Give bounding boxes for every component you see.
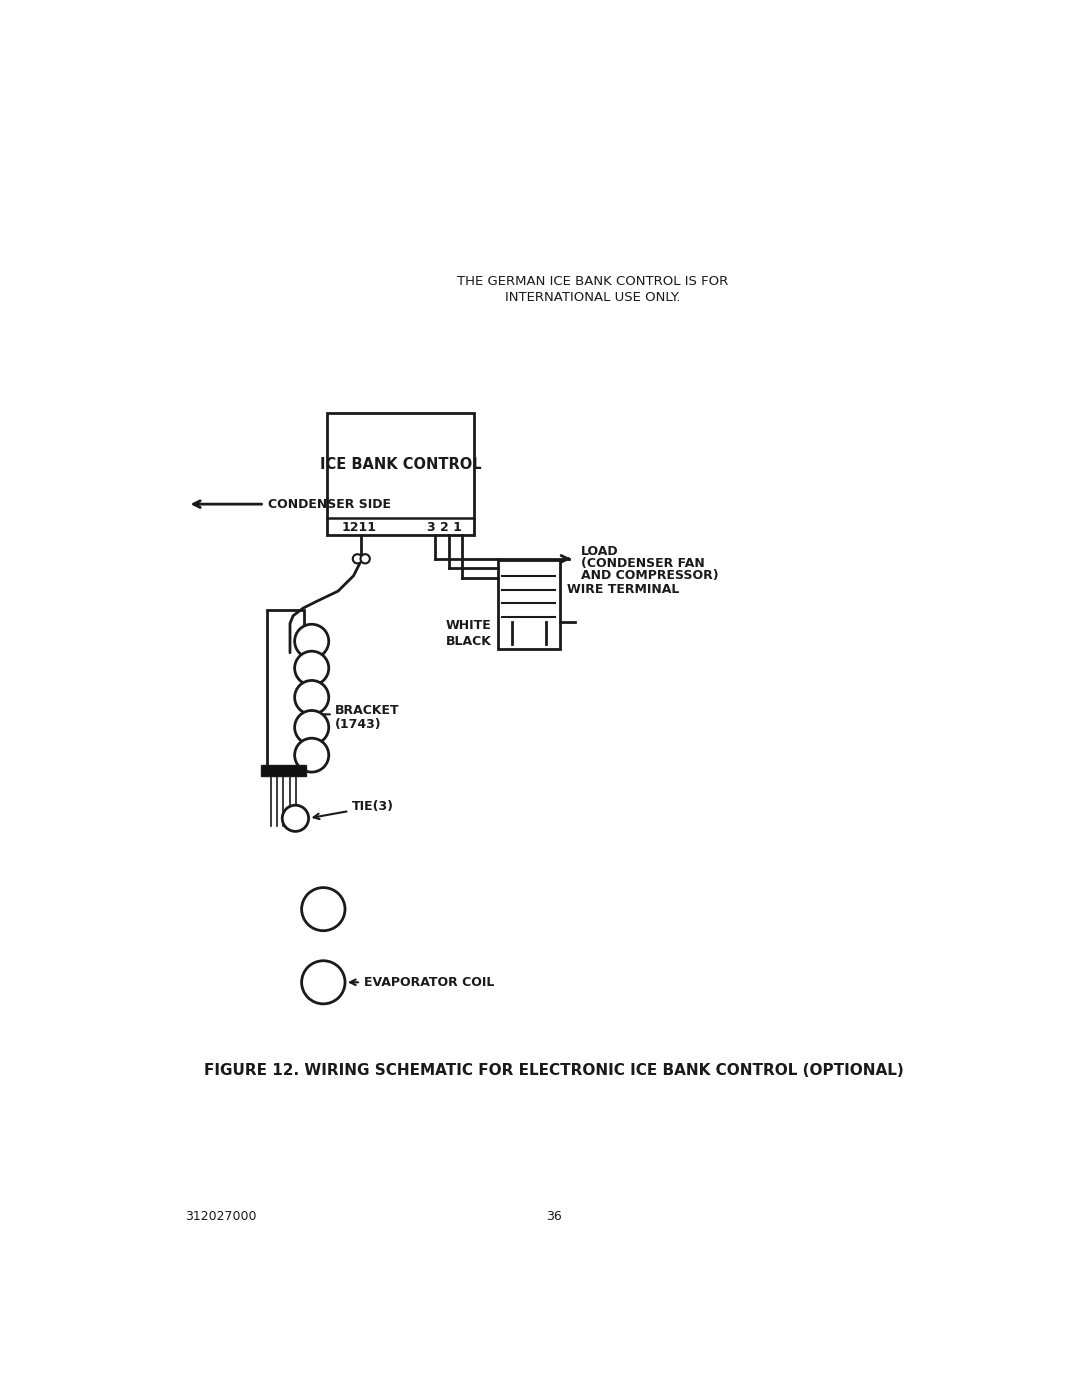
Text: AND COMPRESSOR): AND COMPRESSOR)	[581, 569, 718, 583]
Circle shape	[295, 624, 328, 658]
Text: BLACK: BLACK	[446, 634, 491, 648]
Bar	[261, 766, 307, 775]
Bar	[267, 610, 303, 770]
Circle shape	[361, 555, 369, 563]
Text: WHITE: WHITE	[446, 619, 491, 633]
Bar	[327, 412, 474, 535]
Text: WIRE TERMINAL: WIRE TERMINAL	[567, 583, 679, 597]
Text: INTERNATIONAL USE ONLY.: INTERNATIONAL USE ONLY.	[504, 291, 680, 303]
Circle shape	[295, 680, 328, 714]
Text: (1743): (1743)	[335, 718, 381, 731]
Text: 1211: 1211	[341, 521, 376, 534]
Text: (CONDENSER FAN: (CONDENSER FAN	[581, 557, 704, 570]
Text: CONDENSER SIDE: CONDENSER SIDE	[268, 497, 391, 511]
Text: THE GERMAN ICE BANK CONTROL IS FOR: THE GERMAN ICE BANK CONTROL IS FOR	[457, 275, 728, 288]
Bar	[498, 560, 559, 648]
Text: ICE BANK CONTROL: ICE BANK CONTROL	[320, 457, 482, 472]
Text: EVAPORATOR COIL: EVAPORATOR COIL	[350, 975, 494, 989]
Circle shape	[353, 555, 362, 563]
Text: 3 2 1: 3 2 1	[428, 521, 462, 534]
Circle shape	[301, 887, 345, 930]
Circle shape	[301, 961, 345, 1004]
Text: 312027000: 312027000	[186, 1210, 257, 1222]
Text: TIE(3): TIE(3)	[313, 800, 394, 819]
Circle shape	[295, 711, 328, 745]
Text: 36: 36	[545, 1210, 562, 1222]
Text: LOAD: LOAD	[581, 545, 618, 557]
Text: FIGURE 12. WIRING SCHEMATIC FOR ELECTRONIC ICE BANK CONTROL (OPTIONAL): FIGURE 12. WIRING SCHEMATIC FOR ELECTRON…	[204, 1063, 903, 1078]
Circle shape	[295, 738, 328, 773]
Circle shape	[295, 651, 328, 685]
Circle shape	[282, 805, 309, 831]
Text: BRACKET: BRACKET	[335, 704, 400, 717]
